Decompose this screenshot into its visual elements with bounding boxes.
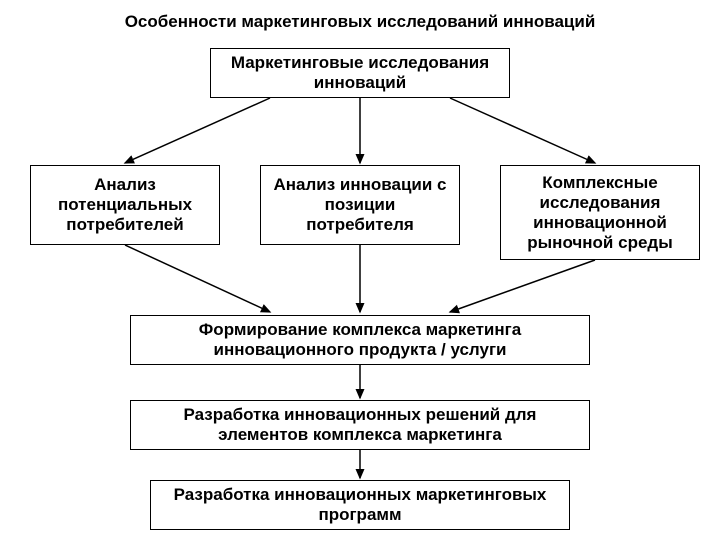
node-b1-label: Анализ потенциальных потребителей: [41, 175, 209, 235]
node-top: Маркетинговые исследования инноваций: [210, 48, 510, 98]
node-top-label: Маркетинговые исследования инноваций: [221, 53, 499, 93]
node-b3-label: Комплексные исследования инновационной р…: [511, 173, 689, 253]
node-f3-label: Разработка инновационных маркетинговых п…: [161, 485, 559, 525]
node-f1-label: Формирование комплекса маркетинга иннова…: [141, 320, 579, 360]
node-marketing-complex: Формирование комплекса маркетинга иннова…: [130, 315, 590, 365]
node-innovative-solutions: Разработка инновационных решений для эле…: [130, 400, 590, 450]
node-complex-research: Комплексные исследования инновационной р…: [500, 165, 700, 260]
node-analysis-innovation: Анализ инновации с позиции потребителя: [260, 165, 460, 245]
node-f2-label: Разработка инновационных решений для эле…: [141, 405, 579, 445]
node-marketing-programs: Разработка инновационных маркетинговых п…: [150, 480, 570, 530]
node-analysis-consumers: Анализ потенциальных потребителей: [30, 165, 220, 245]
node-b2-label: Анализ инновации с позиции потребителя: [271, 175, 449, 235]
page-title: Особенности маркетинговых исследований и…: [0, 12, 720, 32]
